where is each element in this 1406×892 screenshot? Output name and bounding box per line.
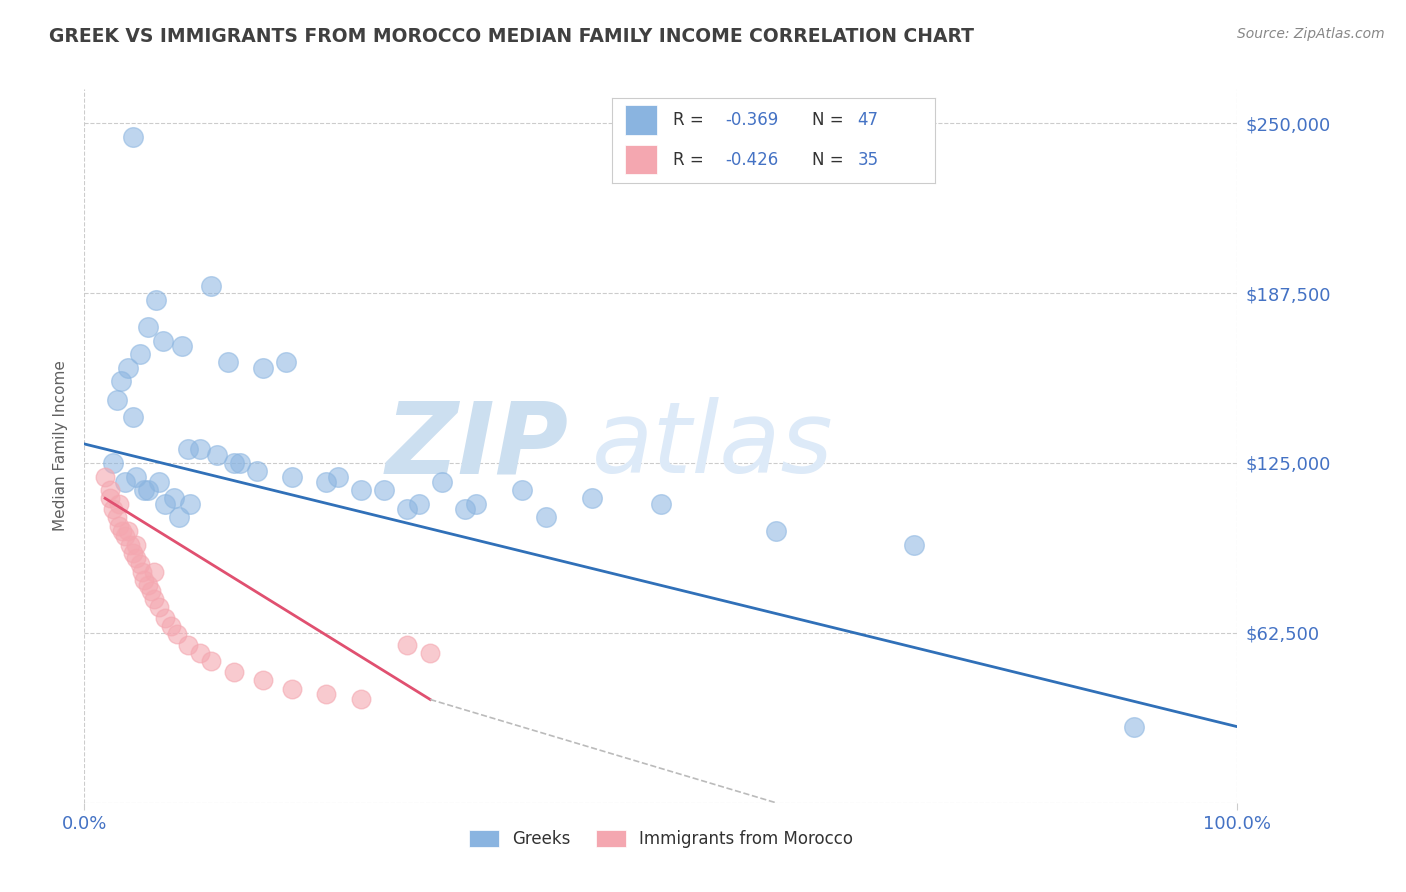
Point	[167, 510, 190, 524]
Point	[134, 483, 156, 498]
Point	[177, 638, 200, 652]
Point	[276, 355, 298, 369]
Point	[465, 497, 488, 511]
Point	[120, 537, 142, 551]
Point	[108, 518, 131, 533]
Point	[252, 360, 274, 375]
Point	[200, 655, 222, 669]
Point	[111, 524, 134, 538]
Point	[114, 475, 136, 489]
Point	[205, 448, 228, 462]
Text: R =: R =	[673, 111, 709, 128]
Point	[128, 557, 150, 571]
Point	[136, 483, 159, 498]
Point	[246, 464, 269, 478]
Point	[534, 510, 557, 524]
Point	[152, 334, 174, 348]
Point	[163, 491, 186, 506]
Point	[105, 393, 128, 408]
Point	[373, 483, 395, 498]
Point	[350, 483, 373, 498]
Text: GREEK VS IMMIGRANTS FROM MOROCCO MEDIAN FAMILY INCOME CORRELATION CHART: GREEK VS IMMIGRANTS FROM MOROCCO MEDIAN …	[49, 27, 974, 45]
Text: 35: 35	[858, 151, 879, 169]
Point	[765, 524, 787, 538]
Point	[142, 591, 165, 606]
Point	[315, 475, 337, 489]
Point	[177, 442, 200, 457]
Point	[98, 483, 121, 498]
Point	[281, 681, 304, 696]
Point	[512, 483, 534, 498]
Point	[229, 456, 252, 470]
Point	[224, 456, 246, 470]
Point	[142, 565, 165, 579]
Point	[153, 497, 176, 511]
Point	[94, 469, 117, 483]
Point	[160, 619, 183, 633]
Bar	[624, 145, 657, 175]
Point	[153, 611, 176, 625]
Point	[188, 646, 211, 660]
Text: N =: N =	[813, 151, 849, 169]
Point	[172, 339, 194, 353]
Text: N =: N =	[813, 111, 849, 128]
Point	[166, 627, 188, 641]
Point	[131, 565, 153, 579]
Point	[396, 502, 419, 516]
Point	[218, 355, 240, 369]
Point	[454, 502, 477, 516]
Point	[136, 578, 159, 592]
Point	[200, 279, 222, 293]
Point	[98, 491, 121, 506]
Point	[188, 442, 211, 457]
Point	[121, 546, 143, 560]
Point	[408, 497, 430, 511]
Text: -0.426: -0.426	[725, 151, 778, 169]
Legend: Greeks, Immigrants from Morocco: Greeks, Immigrants from Morocco	[463, 823, 859, 855]
Point	[1122, 720, 1144, 734]
Point	[252, 673, 274, 688]
Point	[125, 537, 148, 551]
Point	[121, 409, 143, 424]
Point	[148, 475, 170, 489]
Point	[141, 583, 163, 598]
Point	[117, 360, 139, 375]
Point	[114, 529, 136, 543]
Point	[145, 293, 167, 307]
Point	[430, 475, 453, 489]
Text: 47: 47	[858, 111, 879, 128]
Point	[136, 320, 159, 334]
Point	[650, 497, 672, 511]
Point	[350, 692, 373, 706]
Point	[108, 497, 131, 511]
Point	[419, 646, 441, 660]
Text: Source: ZipAtlas.com: Source: ZipAtlas.com	[1237, 27, 1385, 41]
Point	[581, 491, 603, 506]
Y-axis label: Median Family Income: Median Family Income	[53, 360, 69, 532]
Point	[224, 665, 246, 680]
Point	[117, 524, 139, 538]
Point	[134, 573, 156, 587]
Point	[315, 687, 337, 701]
Text: -0.369: -0.369	[725, 111, 778, 128]
Point	[103, 456, 124, 470]
Point	[326, 469, 349, 483]
Point	[396, 638, 419, 652]
Point	[103, 502, 124, 516]
Point	[281, 469, 304, 483]
Point	[128, 347, 150, 361]
Point	[125, 551, 148, 566]
Point	[148, 600, 170, 615]
Bar	[624, 105, 657, 135]
Text: R =: R =	[673, 151, 709, 169]
Text: atlas: atlas	[592, 398, 834, 494]
Point	[903, 537, 925, 551]
Point	[105, 510, 128, 524]
Point	[125, 469, 148, 483]
Point	[110, 375, 132, 389]
Point	[121, 129, 143, 144]
Point	[179, 497, 201, 511]
Text: ZIP: ZIP	[385, 398, 568, 494]
